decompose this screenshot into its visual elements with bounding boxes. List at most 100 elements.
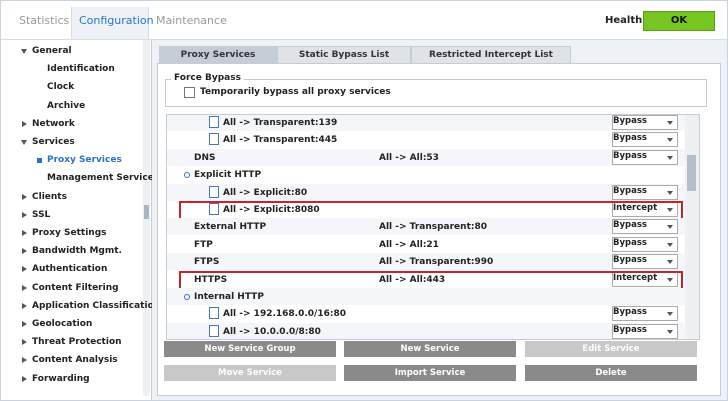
action-dropdown[interactable]: Bypass <box>612 236 678 252</box>
file-icon <box>209 116 219 128</box>
nav-item[interactable]: Authentication <box>32 264 108 275</box>
listener: All -> All:21 <box>379 239 439 250</box>
table-row[interactable]: All -> Explicit:80 Bypass <box>167 183 685 201</box>
action-dropdown[interactable]: Bypass <box>612 254 678 270</box>
dropdown-arrow <box>667 155 673 160</box>
table-row[interactable]: Internal HTTP <box>167 288 685 305</box>
action-dropdown[interactable]: Intercept <box>612 202 678 217</box>
file-icon <box>209 203 219 215</box>
tab[interactable]: Proxy Services <box>159 46 277 64</box>
nav-item[interactable]: Content Filtering <box>32 282 119 293</box>
expand-arrow <box>22 302 27 309</box>
nav-item[interactable]: Archive <box>47 100 86 111</box>
health-status[interactable]: OK <box>643 11 715 31</box>
table-row[interactable]: DNS All -> All:53 Bypass <box>167 148 685 166</box>
tab[interactable]: Restricted Intercept List <box>411 46 571 64</box>
table-row[interactable]: All -> 10.0.0.0/8:80 Bypass <box>167 322 685 339</box>
table-row[interactable]: FTPS All -> Transparent:990 Bypass <box>167 253 685 271</box>
scroll-thumb[interactable] <box>144 205 149 219</box>
table-row[interactable]: All -> Explicit:8080 Intercept <box>167 201 685 218</box>
expand-arrow <box>22 193 27 200</box>
nav-item[interactable]: Clients <box>32 191 67 202</box>
action-dropdown[interactable]: Bypass <box>612 149 678 165</box>
tab[interactable]: Configuration <box>79 14 154 27</box>
service-name: FTPS <box>194 257 220 268</box>
checkbox[interactable] <box>184 87 195 98</box>
nav-item[interactable]: General <box>32 46 72 56</box>
button[interactable]: New Service Group <box>164 341 336 357</box>
table-row[interactable]: All -> Transparent:139 Bypass <box>167 115 685 131</box>
listener: All -> Transparent:990 <box>379 257 494 268</box>
nav-item[interactable]: Content Analysis <box>32 355 118 366</box>
nav-item[interactable]: Threat Protection <box>32 337 122 348</box>
button[interactable]: Delete <box>525 365 697 381</box>
nav-item[interactable]: Proxy Services <box>47 155 122 166</box>
dropdown-value: Bypass <box>613 324 647 335</box>
dropdown-arrow <box>667 138 673 143</box>
scroll-thumb[interactable] <box>687 155 696 191</box>
table-row[interactable]: All -> Transparent:445 Bypass <box>167 131 685 148</box>
bullet <box>37 158 42 164</box>
file-icon <box>209 185 219 198</box>
dropdown-arrow <box>667 190 673 195</box>
button[interactable]: New Service <box>344 341 516 357</box>
expand-arrow <box>22 120 27 127</box>
action-dropdown[interactable]: Bypass <box>612 184 678 200</box>
nav-item[interactable]: Application Classification <box>32 300 161 311</box>
nav-item[interactable]: Forwarding <box>32 373 90 384</box>
button: Move Service <box>164 365 336 381</box>
listener: All -> Explicit:8080 <box>223 205 320 215</box>
expand-dot <box>184 294 190 300</box>
dropdown-arrow <box>667 208 673 212</box>
action-dropdown[interactable]: Bypass <box>612 219 678 235</box>
nav-item[interactable]: Clock <box>47 82 75 93</box>
table-row[interactable]: FTP All -> All:21 Bypass <box>167 236 685 253</box>
nav-item[interactable]: Geolocation <box>32 319 93 329</box>
active-tab-bg <box>71 7 149 39</box>
nav-item[interactable]: Bandwidth Mgmt. <box>32 246 122 257</box>
tab[interactable]: Maintenance <box>156 14 227 27</box>
table-row[interactable]: External HTTP All -> Transparent:80 Bypass <box>167 218 685 236</box>
listener: All -> All:53 <box>379 152 439 163</box>
dropdown-value: Bypass <box>613 133 647 144</box>
nav-item[interactable]: Services <box>32 137 75 147</box>
dropdown-value: Intercept <box>613 272 658 283</box>
nav-item[interactable]: Proxy Settings <box>32 228 107 238</box>
action-dropdown[interactable]: Bypass <box>612 323 678 339</box>
tab[interactable]: Static Bypass List <box>277 46 411 64</box>
fieldset <box>165 79 707 107</box>
service-name: DNS <box>194 152 216 163</box>
expand-arrow <box>22 284 27 291</box>
dropdown-arrow <box>667 242 673 247</box>
expand-arrow <box>22 339 27 346</box>
expand-arrow <box>22 248 27 255</box>
scrollbar <box>685 115 699 339</box>
checkbox-label[interactable]: Temporarily bypass all proxy services <box>200 87 391 97</box>
listener: All -> 10.0.0.0/8:80 <box>223 326 321 337</box>
action-dropdown[interactable]: Bypass <box>612 132 678 148</box>
button[interactable]: Import Service <box>344 365 516 381</box>
dropdown-value: Bypass <box>613 237 647 248</box>
nav-item[interactable]: Management Services <box>47 173 160 184</box>
nav-item[interactable]: Identification <box>47 64 115 75</box>
dropdown-arrow <box>667 329 673 334</box>
table-row[interactable]: All -> 192.168.0.0/16:80 Bypass <box>167 305 685 322</box>
table-row[interactable]: HTTPS All -> All:443 Intercept <box>167 271 685 288</box>
nav-item[interactable]: SSL <box>32 209 51 220</box>
service-name: FTP <box>194 239 213 250</box>
listener: All -> Transparent:445 <box>223 135 338 146</box>
expand-arrow <box>22 375 27 382</box>
table-row[interactable]: Explicit HTTP <box>167 166 685 183</box>
action-dropdown[interactable]: Bypass <box>612 306 678 322</box>
dropdown-value: Bypass <box>613 185 647 196</box>
dropdown-value: Bypass <box>613 255 647 266</box>
expand-arrow <box>22 230 27 236</box>
file-icon <box>209 324 219 337</box>
tab[interactable]: Statistics <box>19 14 70 27</box>
group-name: Explicit HTTP <box>194 170 262 181</box>
expand-arrow <box>22 211 27 218</box>
expand-arrow <box>22 266 27 273</box>
nav-item[interactable]: Network <box>32 118 75 129</box>
action-dropdown[interactable]: Bypass <box>612 115 678 130</box>
